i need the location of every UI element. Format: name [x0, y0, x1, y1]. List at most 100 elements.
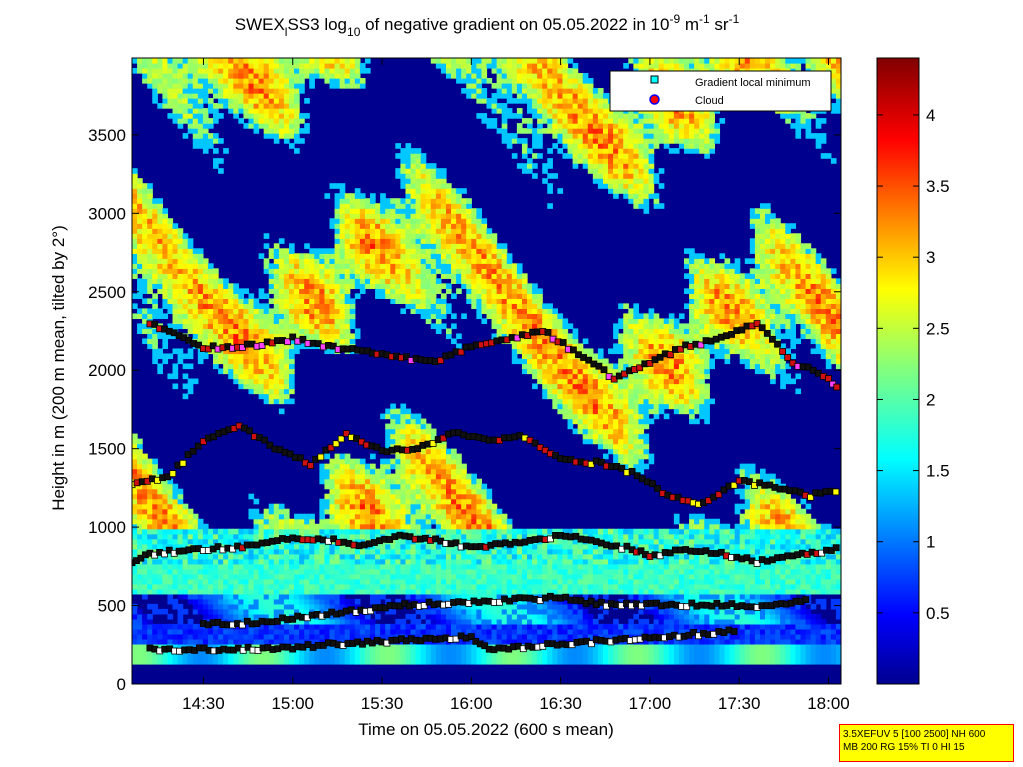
heatmap-cell	[142, 588, 148, 595]
heatmap-cell	[430, 488, 437, 495]
heatmap-cell	[142, 278, 148, 284]
heatmap-cell	[359, 233, 366, 239]
heatmap-cell	[309, 273, 315, 279]
heatmap-cell	[354, 218, 361, 224]
heatmap-cell	[248, 123, 255, 129]
heatmap-cell	[187, 383, 194, 390]
heatmap-cell	[359, 478, 366, 485]
heatmap-cell	[268, 283, 275, 289]
heatmap-cell	[319, 568, 326, 575]
heatmap-cell	[324, 293, 331, 299]
heatmap-cell	[395, 273, 401, 279]
heatmap-cell	[354, 588, 361, 595]
heatmap-cell	[339, 213, 346, 219]
heatmap-cell	[435, 473, 442, 480]
heatmap-cell	[157, 568, 163, 575]
heatmap-cell	[248, 303, 255, 309]
heatmap-cell	[273, 288, 280, 294]
heatmap-cell	[364, 518, 371, 525]
heatmap-cell	[152, 608, 158, 615]
heatmap-cell	[491, 633, 498, 640]
heatmap-cell	[228, 568, 234, 575]
heatmap-cell	[192, 278, 199, 284]
heatmap-cell	[223, 593, 229, 600]
heatmap-cell	[324, 623, 331, 630]
heatmap-cell	[253, 583, 260, 590]
heatmap-cell	[258, 98, 265, 104]
heatmap-cell	[461, 273, 467, 279]
heatmap-cell	[172, 493, 179, 500]
heatmap-cell	[445, 283, 452, 289]
heatmap-cell	[344, 503, 351, 510]
heatmap-cell	[309, 633, 315, 640]
heatmap-cell	[167, 478, 174, 485]
heatmap-cell	[435, 593, 442, 600]
heatmap-cell	[461, 73, 467, 79]
heatmap-cell	[339, 248, 346, 254]
heatmap-cell	[435, 653, 442, 660]
heatmap-cell	[152, 543, 158, 550]
heatmap-cell	[390, 653, 396, 660]
heatmap-cell	[430, 258, 437, 264]
heatmap-cell	[132, 228, 138, 234]
heatmap-cell	[192, 608, 199, 615]
heatmap-cell	[233, 653, 239, 660]
heatmap-cell	[425, 188, 432, 194]
heatmap-cell	[375, 508, 381, 515]
heatmap-cell	[466, 638, 472, 645]
heatmap-cell	[228, 533, 234, 540]
heatmap-cell	[410, 623, 417, 630]
heatmap-cell	[152, 273, 158, 279]
heatmap-cell	[420, 608, 427, 615]
heatmap-cell	[142, 578, 148, 585]
heatmap-cell	[415, 258, 422, 264]
heatmap-cell	[304, 568, 310, 575]
heatmap-cell	[177, 263, 184, 269]
heatmap-cell	[172, 273, 179, 279]
heatmap-cell	[187, 508, 194, 515]
heatmap-cell	[172, 58, 179, 64]
heatmap-cell	[390, 413, 396, 420]
heatmap-cell	[344, 493, 351, 500]
heatmap-cell	[496, 563, 503, 570]
heatmap-cell	[471, 643, 477, 650]
heatmap-cell	[192, 303, 199, 309]
heatmap-cell	[207, 143, 214, 149]
heatmap-cell	[167, 578, 174, 585]
heatmap-cell	[152, 268, 158, 274]
heatmap-cell	[314, 653, 320, 660]
heatmap-cell	[364, 563, 371, 570]
heatmap-cell	[288, 323, 295, 330]
heatmap-cell	[370, 528, 376, 535]
heatmap-cell	[248, 353, 255, 360]
heatmap-cell	[258, 328, 265, 335]
heatmap-cell	[435, 203, 442, 209]
heatmap-cell	[268, 583, 275, 590]
heatmap-cell	[425, 653, 432, 660]
heatmap-cell	[486, 633, 493, 640]
heatmap-cell	[294, 68, 300, 74]
heatmap-cell	[430, 563, 437, 570]
heatmap-cell	[278, 58, 285, 64]
heatmap-cell	[288, 78, 295, 84]
heatmap-cell	[354, 488, 361, 495]
heatmap-cell	[152, 538, 158, 545]
heatmap-cell	[430, 288, 437, 294]
heatmap-cell	[243, 628, 250, 635]
heatmap-cell	[137, 523, 143, 530]
heatmap-cell	[339, 288, 346, 294]
heatmap-cell	[253, 508, 260, 515]
heatmap-cell	[324, 303, 331, 309]
heatmap-cell	[309, 278, 315, 284]
heatmap-cell	[329, 488, 336, 495]
heatmap-cell	[476, 488, 483, 495]
heatmap-cell	[147, 283, 153, 289]
heatmap-cell	[243, 573, 250, 580]
heatmap-cell	[182, 393, 189, 400]
heatmap-cell	[187, 583, 194, 590]
heatmap-cell	[233, 108, 239, 114]
heatmap-cell	[172, 68, 179, 74]
heatmap-cell	[390, 633, 396, 640]
heatmap-cell	[278, 333, 285, 340]
heatmap-cell	[481, 513, 488, 520]
